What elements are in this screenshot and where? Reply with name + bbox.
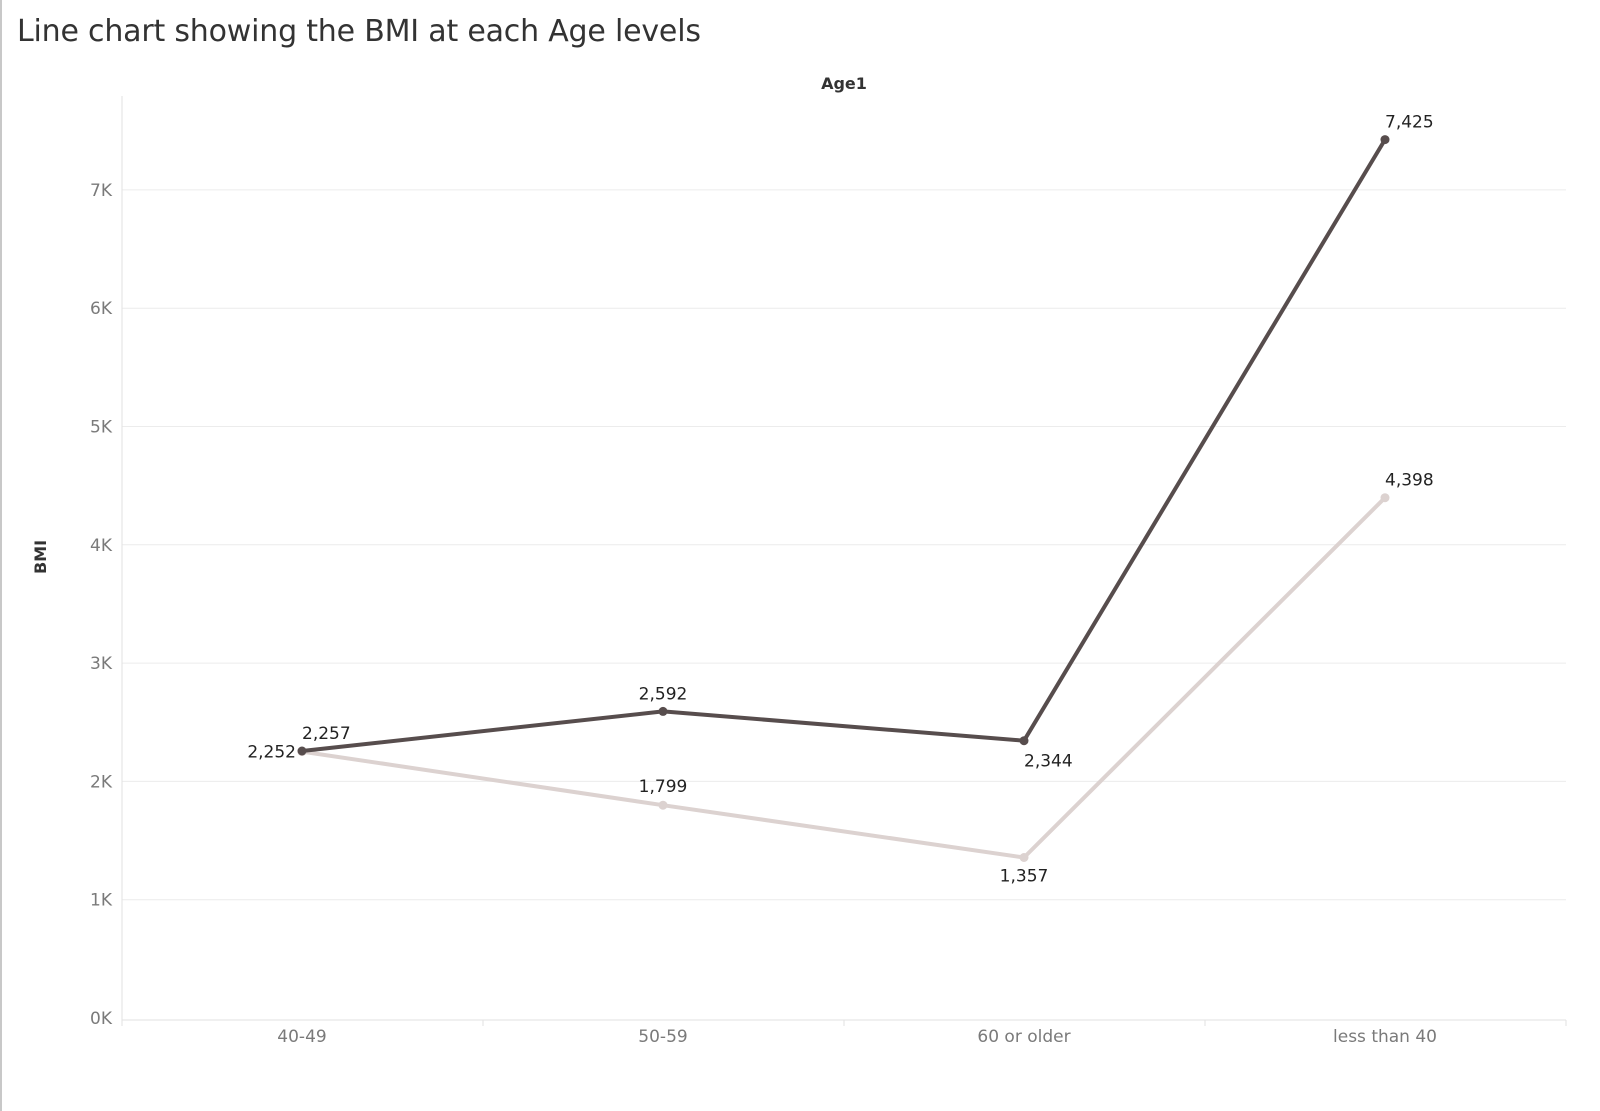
gridlines [122,189,1566,901]
series-line [300,137,1387,753]
data-point[interactable] [658,706,668,716]
data-label: 2,257 [302,724,351,744]
data-point[interactable] [297,746,307,756]
data-point[interactable] [1019,736,1029,746]
axes: 0K 1K 2K 3K 4K 5K 6K 7K 40-49 50-59 60 or older les… [31,74,1567,1047]
x-tick-label: less than 40 [1333,1027,1437,1047]
x-tick-label: 40-49 [277,1027,326,1047]
y-tick-label: 2K [90,772,113,792]
data-point[interactable] [1380,135,1390,145]
y-tick-label: 6K [90,299,113,319]
data-label: 2,252 [247,743,296,763]
y-tick-label: 0K [90,1009,113,1029]
y-tick-label: 4K [90,536,113,556]
y-tick-label: 7K [90,181,113,201]
x-tick-label: 60 or older [977,1027,1070,1047]
data-label: 1,799 [639,777,688,797]
data-labels: 2,257 2,592 2,344 7,425 2,252 1,799 1,357 4,398 [247,113,1433,887]
data-point[interactable] [658,800,668,810]
data-point[interactable] [1019,853,1029,862]
column-header: Age1 [821,74,867,93]
y-axis-title: BMI [31,540,50,574]
y-tick-label: 1K [90,891,113,911]
data-label: 1,357 [1000,867,1049,887]
series-lines [297,135,1390,862]
data-label: 2,344 [1024,752,1073,772]
series-line [300,495,1387,860]
data-point[interactable] [1380,493,1390,503]
data-label: 2,592 [639,684,688,704]
y-tick-label: 3K [90,654,113,674]
data-label: 7,425 [1385,113,1434,133]
y-tick-label: 5K [90,418,113,438]
chart-title: Line chart showing the BMI at each Age l… [17,14,701,49]
data-label: 4,398 [1385,471,1434,491]
x-tick-label: 50-59 [638,1027,687,1047]
